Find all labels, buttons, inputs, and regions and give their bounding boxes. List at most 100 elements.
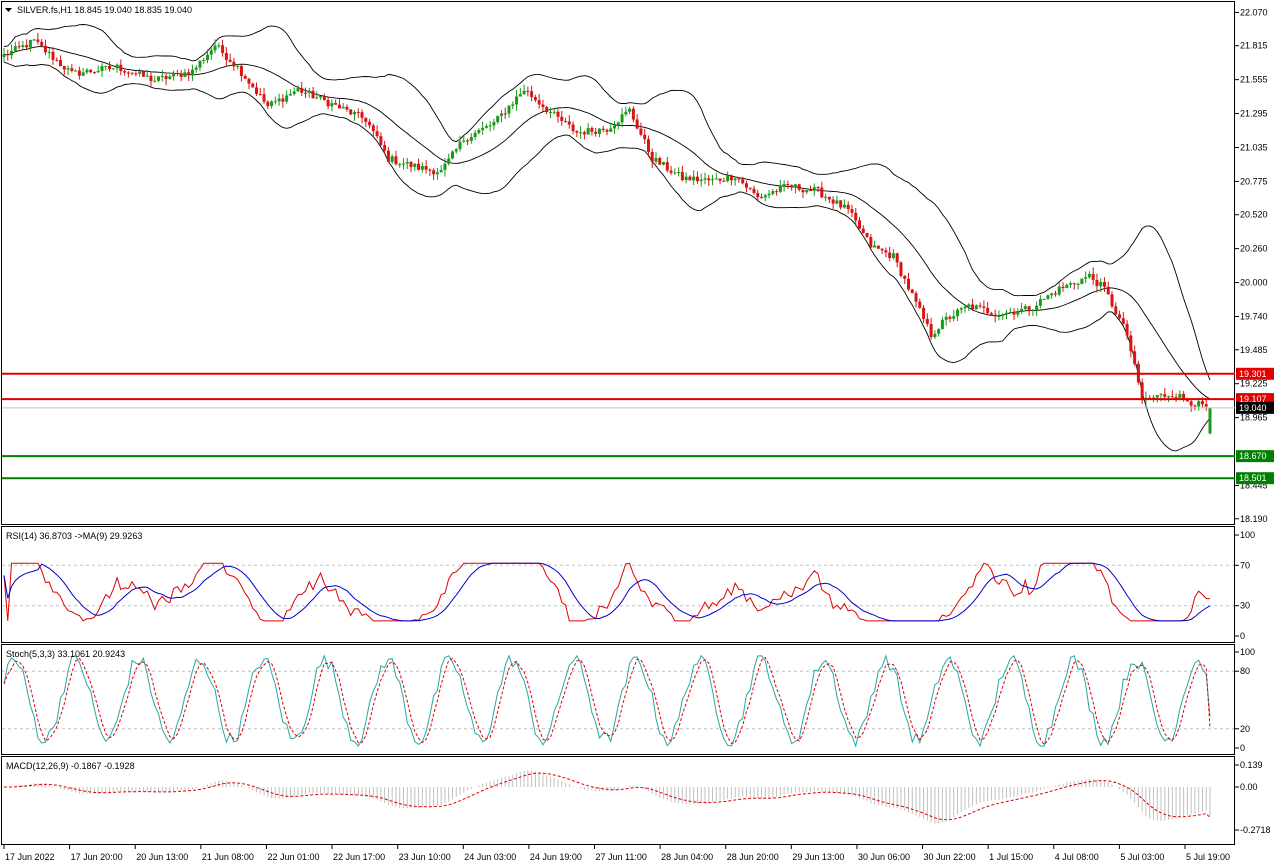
time-tick-label: 27 Jun 11:00 bbox=[596, 852, 647, 862]
candle-body bbox=[277, 98, 281, 102]
candle-body bbox=[989, 313, 993, 315]
candle-body bbox=[797, 184, 801, 190]
candle-body bbox=[662, 162, 666, 165]
candle-body bbox=[28, 39, 32, 48]
candle-body bbox=[1038, 299, 1042, 306]
price-tick-label: 19.485 bbox=[1240, 345, 1268, 355]
candle-body bbox=[247, 78, 251, 84]
candle-body bbox=[311, 90, 315, 99]
stoch-main-line bbox=[3, 654, 1211, 748]
main-pane-frame bbox=[1, 1, 1235, 525]
candle-body bbox=[213, 45, 217, 51]
candle-body bbox=[707, 178, 711, 181]
candle-body bbox=[1023, 306, 1027, 309]
candle-body bbox=[330, 103, 334, 107]
time-tick-label: 17 Jun 2022 bbox=[5, 852, 55, 862]
candle-body bbox=[914, 293, 918, 302]
price-tick-label: 21.035 bbox=[1240, 143, 1268, 153]
candle-body bbox=[888, 252, 892, 258]
macd-pane-header: MACD(12,26,9) -0.1867 -0.1928 bbox=[6, 761, 135, 771]
candle-body bbox=[405, 161, 409, 164]
candle-body bbox=[32, 39, 36, 41]
candle-body bbox=[801, 189, 805, 193]
indicator-tick-label: 0.139 bbox=[1240, 760, 1263, 770]
candle-body bbox=[918, 301, 922, 308]
collapse-triangle-icon[interactable] bbox=[5, 8, 12, 12]
candle-body bbox=[1046, 295, 1050, 299]
candle-body bbox=[695, 176, 699, 182]
candle-body bbox=[944, 316, 948, 320]
support-level-tag bbox=[1236, 472, 1274, 485]
candle-body bbox=[786, 184, 790, 186]
candle-body bbox=[209, 50, 213, 55]
macd-pane-frame bbox=[1, 756, 1235, 845]
candle-body bbox=[401, 163, 405, 165]
candle-body bbox=[70, 68, 74, 71]
candle-body bbox=[876, 245, 880, 249]
indicator-tick-label: 100 bbox=[1240, 530, 1255, 540]
time-tick-label: 28 Jun 20:00 bbox=[727, 852, 779, 862]
candle-body bbox=[1208, 407, 1212, 434]
candle-body bbox=[631, 108, 635, 120]
candle-body bbox=[450, 151, 454, 159]
price-tick-label: 20.260 bbox=[1240, 244, 1268, 254]
candle-body bbox=[650, 152, 654, 162]
candle-body bbox=[77, 70, 81, 76]
candle-body bbox=[141, 71, 145, 77]
candle-body bbox=[484, 125, 488, 128]
candle-body bbox=[149, 75, 153, 82]
candle-body bbox=[748, 187, 752, 189]
rsi-indicator: 100 70 30 0 bbox=[2, 530, 1255, 641]
candle-body bbox=[236, 65, 240, 67]
candle-body bbox=[1072, 283, 1076, 285]
macd-signal-line bbox=[4, 772, 1211, 821]
candle-body bbox=[922, 307, 926, 319]
candle-body bbox=[952, 316, 956, 319]
candle-body bbox=[334, 103, 338, 105]
time-tick-label: 17 Jun 20:00 bbox=[71, 852, 123, 862]
stoch-pane-header: Stoch(5,3,3) 33.1061 20.9243 bbox=[6, 649, 125, 659]
candle-body bbox=[1095, 279, 1099, 287]
middle-band-line bbox=[3, 46, 1211, 400]
candle-body bbox=[417, 163, 421, 170]
candle-body bbox=[187, 72, 191, 76]
candle-body bbox=[111, 68, 115, 70]
candle-body bbox=[383, 144, 387, 151]
candle-body bbox=[6, 54, 10, 56]
candle-body bbox=[462, 140, 466, 142]
candle-body bbox=[183, 72, 187, 77]
candle-body bbox=[190, 69, 194, 76]
candle-body bbox=[157, 76, 161, 81]
candle-body bbox=[778, 185, 782, 192]
candle-body bbox=[684, 176, 688, 181]
indicator-tick-label: -0.2718 bbox=[1240, 825, 1271, 835]
candle-body bbox=[473, 132, 477, 138]
candle-body bbox=[488, 125, 492, 127]
candle-body bbox=[352, 112, 356, 115]
candle-body bbox=[217, 45, 221, 47]
candle-body bbox=[1031, 309, 1035, 312]
candle-body bbox=[1080, 278, 1084, 284]
candle-body bbox=[571, 124, 575, 132]
candle-body bbox=[123, 71, 127, 73]
candle-body bbox=[153, 80, 157, 82]
candle-body bbox=[281, 98, 285, 102]
candle-body bbox=[458, 141, 462, 150]
candle-body bbox=[62, 66, 66, 70]
candle-body bbox=[552, 111, 556, 113]
candle-body bbox=[160, 75, 164, 77]
candle-body bbox=[239, 65, 243, 77]
candle-body bbox=[432, 170, 436, 175]
candle-body bbox=[206, 54, 210, 61]
candle-body bbox=[1076, 283, 1080, 285]
candle-body bbox=[1182, 393, 1186, 399]
candle-body bbox=[1129, 335, 1133, 352]
price-tick-label: 22.070 bbox=[1240, 7, 1268, 17]
candle-body bbox=[1065, 284, 1069, 288]
price-tick-label: 19.740 bbox=[1240, 312, 1268, 322]
candle-body bbox=[1140, 382, 1144, 401]
candle-body bbox=[526, 90, 530, 92]
candle-body bbox=[1001, 314, 1005, 316]
candle-body bbox=[10, 50, 14, 56]
